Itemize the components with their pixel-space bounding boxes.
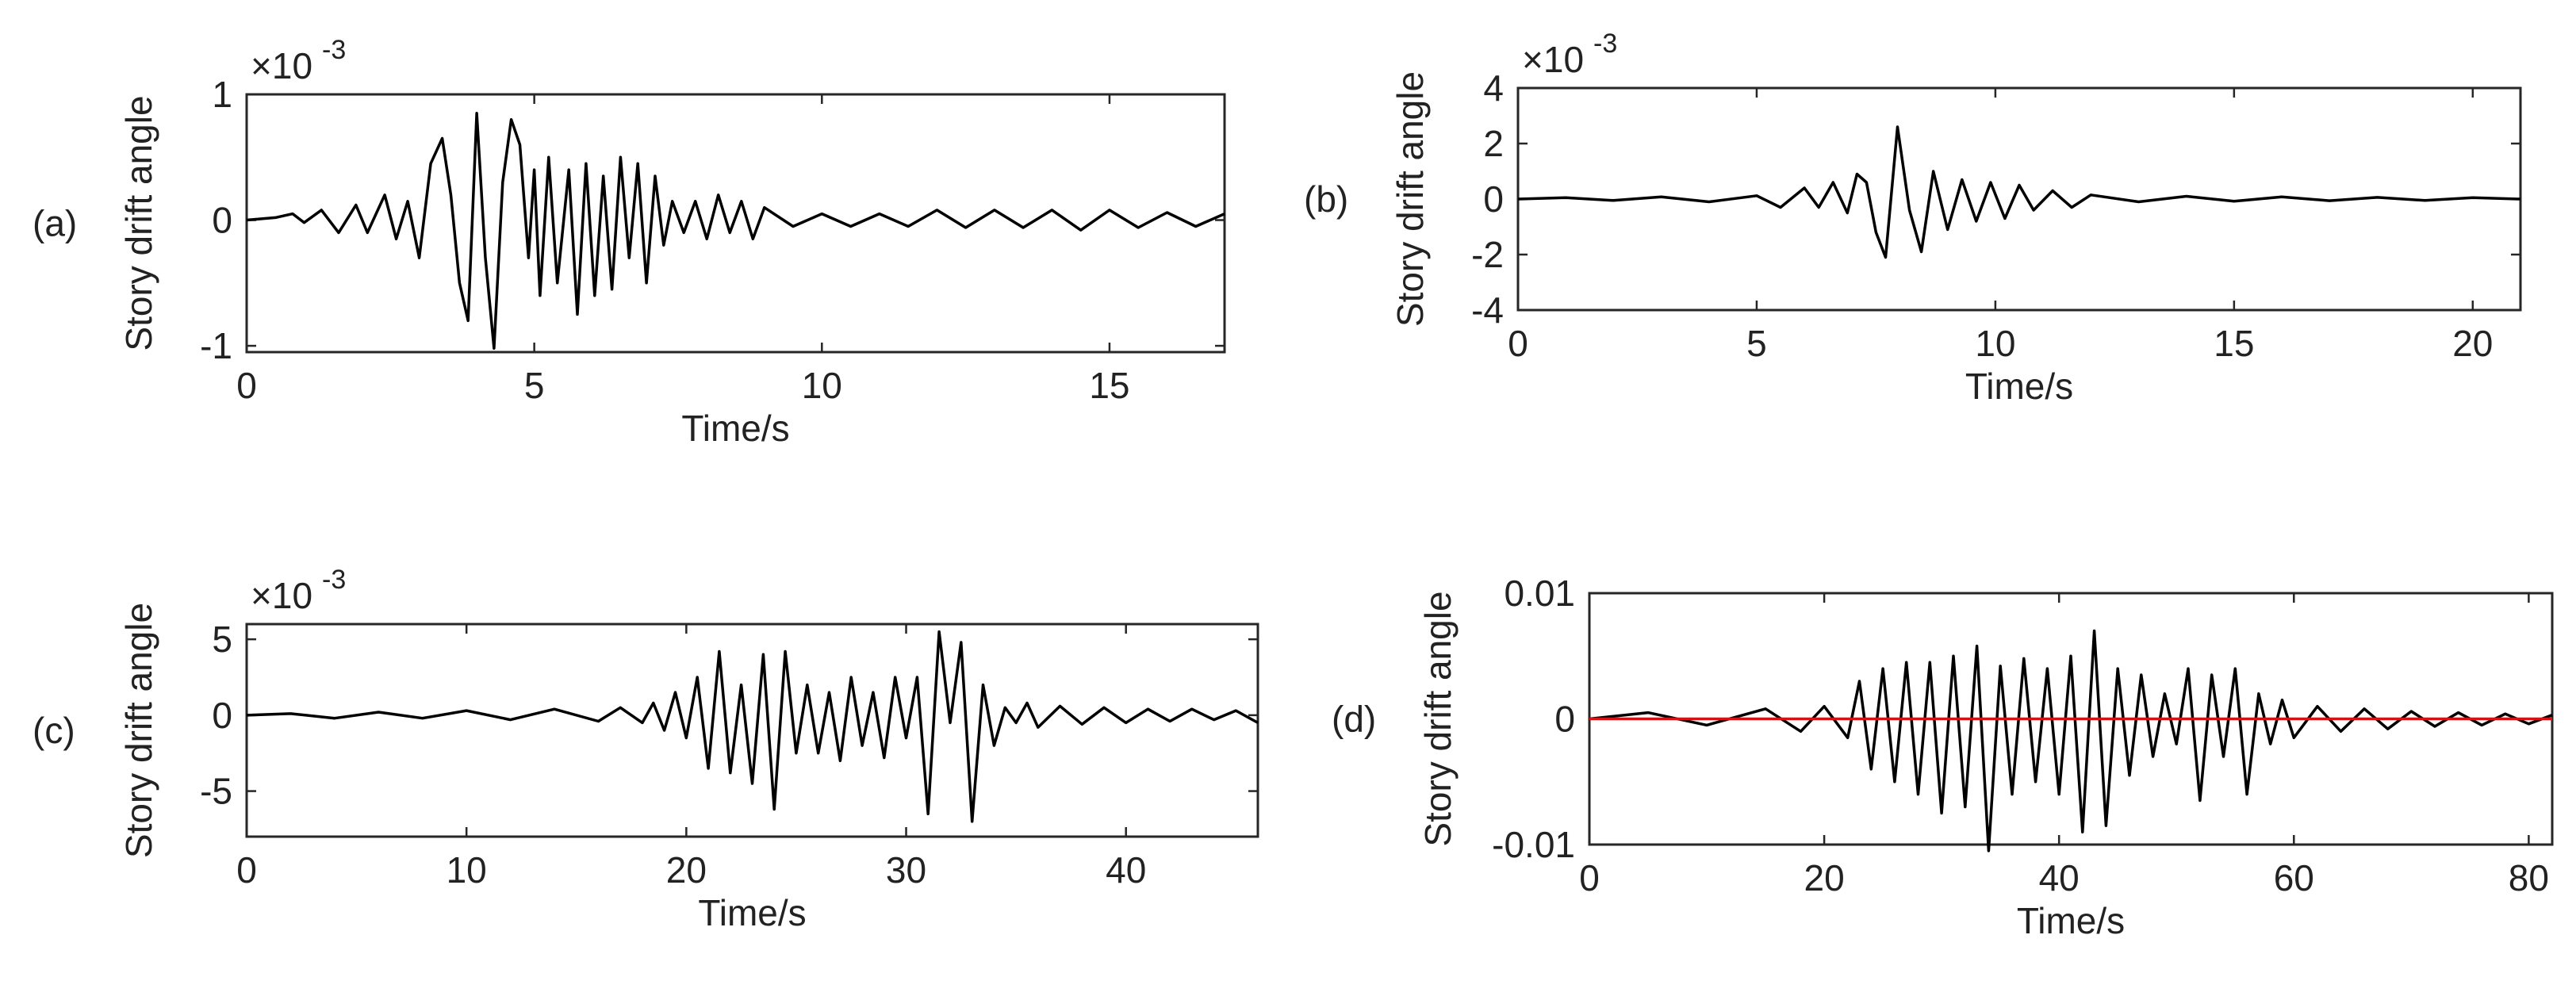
y-tick-label: 0 — [212, 695, 232, 736]
x-tick-label: 10 — [1975, 323, 2015, 364]
y-axis-label: Story drift angle — [118, 95, 159, 351]
series-line-0 — [1517, 125, 2521, 259]
y-tick-label: 4 — [1483, 67, 1504, 109]
x-axis-label: Time/s — [1965, 366, 2073, 407]
axis-exponent-label: ×10 — [251, 45, 312, 86]
x-tick-label: 80 — [2509, 857, 2549, 898]
x-tick-label: 0 — [236, 849, 257, 891]
y-tick-label: 2 — [1483, 123, 1504, 164]
x-tick-label: 0 — [1579, 857, 1600, 898]
axis-exponent-power: -3 — [322, 565, 346, 595]
panel-label: (a) — [33, 203, 77, 244]
panel-label: (b) — [1304, 178, 1348, 220]
x-tick-label: 0 — [236, 365, 257, 406]
x-tick-label: 15 — [1089, 365, 1129, 406]
y-tick-label: 0 — [212, 200, 232, 241]
y-axis-label: Story drift angle — [1417, 591, 1459, 846]
y-tick-label: 0.01 — [1504, 573, 1575, 614]
x-tick-label: 10 — [802, 365, 842, 406]
y-tick-label: 0 — [1483, 178, 1504, 220]
x-tick-label: 60 — [2274, 857, 2314, 898]
series-line-0 — [1589, 629, 2553, 852]
y-tick-label: -4 — [1471, 289, 1504, 331]
y-axis-label: Story drift angle — [1390, 71, 1431, 327]
x-axis-label: Time/s — [681, 408, 789, 449]
y-tick-label: -5 — [200, 771, 232, 812]
y-tick-label: 5 — [212, 619, 232, 660]
axes-frame — [245, 623, 1259, 838]
y-tick-label: 1 — [212, 74, 232, 115]
axis-exponent-power: -3 — [322, 35, 346, 65]
series-line-0 — [246, 630, 1259, 823]
panel-label: (c) — [33, 710, 75, 751]
x-tick-label: 40 — [1106, 849, 1146, 891]
x-axis-label: Time/s — [698, 892, 806, 933]
x-tick-label: 20 — [1804, 857, 1845, 898]
y-axis-label: Story drift angle — [118, 603, 159, 858]
x-tick-label: 15 — [2214, 323, 2254, 364]
panel-b: 0 5 10 15 20 -4 -2 0 2 4 Time/s Story drift angle (b… — [1304, 29, 2522, 407]
y-tick-label: 0 — [1554, 699, 1575, 740]
x-tick-label: 30 — [886, 849, 926, 891]
y-tick-label: -0.01 — [1492, 824, 1575, 865]
axes-frame — [245, 93, 1226, 354]
x-tick-label: 5 — [524, 365, 545, 406]
y-tick-label: -2 — [1471, 234, 1504, 275]
x-tick-label: 20 — [2452, 323, 2493, 364]
x-tick-label: 10 — [447, 849, 487, 891]
x-tick-label: 5 — [1746, 323, 1767, 364]
axis-exponent-label: ×10 — [251, 575, 312, 616]
x-tick-label: 0 — [1508, 323, 1528, 364]
x-tick-label: 40 — [2039, 857, 2080, 898]
x-tick-label: 20 — [666, 849, 707, 891]
series-line-0 — [246, 112, 1225, 350]
panel-label: (d) — [1332, 699, 1376, 740]
axis-exponent-power: -3 — [1593, 29, 1617, 59]
y-tick-label: -1 — [200, 325, 232, 366]
x-axis-label: Time/s — [2017, 900, 2125, 941]
axis-exponent-label: ×10 — [1522, 39, 1584, 80]
